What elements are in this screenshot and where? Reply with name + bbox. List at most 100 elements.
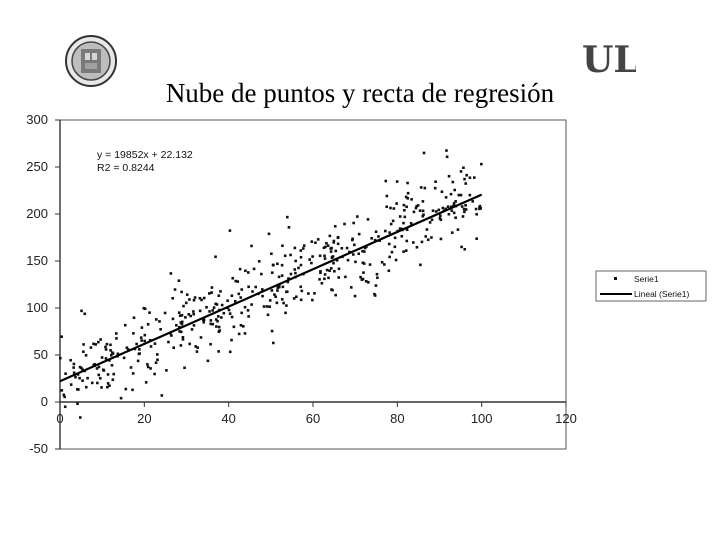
- scatter-point: [215, 303, 219, 306]
- scatter-point: [283, 254, 287, 258]
- scatter-point: [192, 312, 196, 316]
- scatter-point: [149, 367, 152, 370]
- scatter-point: [106, 382, 110, 385]
- scatter-point: [294, 259, 297, 263]
- scatter-point: [333, 224, 337, 228]
- scatter-point: [336, 242, 340, 246]
- scatter-point: [97, 373, 101, 377]
- scatter-point: [93, 363, 97, 366]
- scatter-point: [106, 385, 109, 389]
- scatter-point: [146, 323, 150, 326]
- scatter-point: [102, 369, 106, 372]
- scatter-point: [236, 280, 240, 283]
- scatter-point: [447, 212, 451, 216]
- scatter-point: [440, 190, 444, 194]
- scatter-point: [216, 319, 219, 323]
- scatter-point: [395, 180, 399, 183]
- scatter-point: [270, 289, 274, 292]
- scatter-point: [194, 345, 197, 348]
- scatter-point: [332, 239, 336, 243]
- scatter-point: [241, 325, 245, 328]
- scatter-point: [460, 245, 463, 249]
- scatter-point: [192, 298, 196, 302]
- scatter-point: [212, 306, 216, 309]
- scatter-point: [83, 312, 87, 316]
- scatter-point: [160, 394, 164, 397]
- scatter-point: [405, 205, 408, 209]
- scatter-point: [246, 309, 250, 312]
- scatter-point: [363, 246, 367, 250]
- scatter-point: [144, 381, 148, 384]
- scatter-point: [217, 325, 221, 329]
- scatter-point: [294, 271, 297, 275]
- x-tick-label: 120: [555, 411, 577, 426]
- scatter-point: [276, 262, 279, 266]
- legend-label-lineal: Lineal (Serie1): [634, 289, 689, 299]
- r2-label: R2 = 0.8244: [97, 162, 155, 174]
- scatter-point: [459, 170, 463, 173]
- scatter-point: [81, 368, 84, 371]
- scatter-point: [439, 237, 443, 241]
- scatter-point: [80, 309, 83, 313]
- scatter-point: [351, 253, 355, 256]
- scatter-point: [373, 292, 376, 296]
- scatter-point: [132, 316, 136, 320]
- scatter-point: [293, 246, 297, 250]
- scatter-point: [295, 295, 298, 299]
- scatter-point: [132, 332, 135, 335]
- scatter-point: [220, 316, 223, 319]
- scatter-point: [289, 272, 293, 276]
- scatter-point: [329, 250, 333, 253]
- scatter-point: [287, 226, 291, 229]
- scatter-point: [184, 316, 187, 319]
- scatter-point: [344, 275, 347, 279]
- scatter-point: [478, 204, 482, 208]
- scatter-point: [460, 205, 464, 208]
- scatter-point: [334, 249, 338, 253]
- scatter-point: [139, 336, 143, 339]
- scatter-point: [273, 293, 276, 296]
- scatter-point: [434, 210, 438, 213]
- scatter-point: [457, 193, 461, 197]
- scatter-point: [422, 151, 426, 155]
- scatter-point: [124, 387, 128, 391]
- scatter-point: [478, 207, 481, 211]
- scatter-point: [332, 241, 336, 244]
- scatter-point: [356, 215, 359, 218]
- scatter-point: [154, 361, 158, 364]
- scatter-point: [362, 250, 366, 253]
- scatter-point: [211, 322, 215, 326]
- scatter-point: [402, 250, 405, 253]
- scatter-point: [190, 328, 194, 331]
- scatter-point: [318, 254, 322, 258]
- scatter-point: [463, 210, 466, 214]
- scatter-point: [119, 396, 123, 400]
- scatter-point: [239, 296, 243, 299]
- scatter-point: [189, 314, 192, 318]
- scatter-point: [185, 293, 189, 296]
- legend-label-serie1: Serie1: [634, 274, 659, 284]
- scatter-point: [108, 384, 111, 388]
- scatter-point: [323, 254, 326, 258]
- scatter-point: [116, 352, 120, 356]
- scatter-point: [474, 207, 478, 211]
- scatter-point: [391, 219, 395, 223]
- scatter-point: [239, 324, 243, 327]
- scatter-point: [343, 222, 346, 226]
- scatter-point: [398, 215, 402, 218]
- y-tick-label: 250: [26, 159, 48, 174]
- scatter-point: [420, 240, 424, 244]
- scatter-point: [82, 343, 85, 346]
- scatter-point: [323, 277, 326, 281]
- scatter-point: [439, 218, 443, 222]
- chart-legend: Serie1 Lineal (Serie1): [595, 270, 707, 302]
- scatter-point: [330, 246, 333, 250]
- scatter-point: [146, 363, 149, 366]
- scatter-point: [437, 208, 441, 212]
- scatter-point: [326, 244, 330, 247]
- x-tick-label: 40: [221, 411, 235, 426]
- scatter-point: [69, 383, 73, 386]
- scatter-point: [277, 275, 281, 279]
- scatter-point: [418, 209, 422, 212]
- scatter-point: [247, 315, 250, 318]
